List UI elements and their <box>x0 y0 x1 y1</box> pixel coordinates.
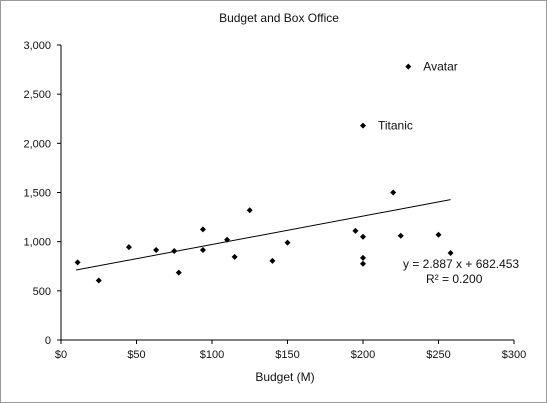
data-point <box>360 254 366 261</box>
data-point <box>360 122 366 129</box>
data-point <box>153 247 160 254</box>
data-point <box>397 232 404 239</box>
data-point <box>435 231 442 238</box>
data-point <box>199 247 206 254</box>
y-tick-label: 500 <box>33 286 51 298</box>
point-label: Avatar <box>423 60 457 74</box>
data-point <box>74 259 81 266</box>
data-point <box>390 189 397 196</box>
x-tick-label: $50 <box>127 349 145 361</box>
chart-title: Budget and Box Office <box>219 11 339 25</box>
data-point <box>246 207 253 214</box>
data-point <box>199 226 206 233</box>
data-point <box>360 233 366 240</box>
axes-group: 0 500 1,000 1,500 2,000 2,500 3,000 $0 $50 $100 $1… <box>23 40 526 361</box>
x-tick-label: $300 <box>502 349 526 361</box>
x-tick-label: $250 <box>426 349 450 361</box>
data-point <box>224 236 231 243</box>
point-labels-group: Titanic Avatar <box>378 60 458 133</box>
data-point <box>405 63 412 70</box>
point-label: Titanic <box>378 119 413 133</box>
y-tick-label: 3,000 <box>23 40 51 52</box>
y-tick-label: 1,500 <box>23 188 51 200</box>
data-point <box>284 239 291 246</box>
y-tick-label: 2,500 <box>23 89 51 101</box>
data-point <box>352 227 359 234</box>
trendline <box>76 199 451 271</box>
data-point <box>269 257 276 264</box>
data-points-group <box>74 63 454 284</box>
data-point <box>447 249 454 256</box>
data-point <box>125 244 132 251</box>
x-tick-label: $150 <box>275 349 299 361</box>
x-tick-label: $100 <box>200 349 224 361</box>
data-point <box>175 269 182 276</box>
data-point <box>171 248 178 255</box>
data-point <box>95 277 102 284</box>
trendline-group <box>76 199 451 271</box>
data-point <box>360 260 366 267</box>
y-tick-label: 1,000 <box>23 237 51 249</box>
x-tick-label: $0 <box>55 349 67 361</box>
trendline-equation: y = 2.887 x + 682.453 <box>403 257 519 271</box>
data-point <box>231 253 238 260</box>
y-tick-label: 0 <box>45 335 51 347</box>
y-tick-label: 2,000 <box>23 138 51 150</box>
x-tick-label: $200 <box>351 349 375 361</box>
x-axis-label: Budget (M) <box>255 370 314 384</box>
trendline-r-squared: R² = 0.200 <box>426 272 483 286</box>
